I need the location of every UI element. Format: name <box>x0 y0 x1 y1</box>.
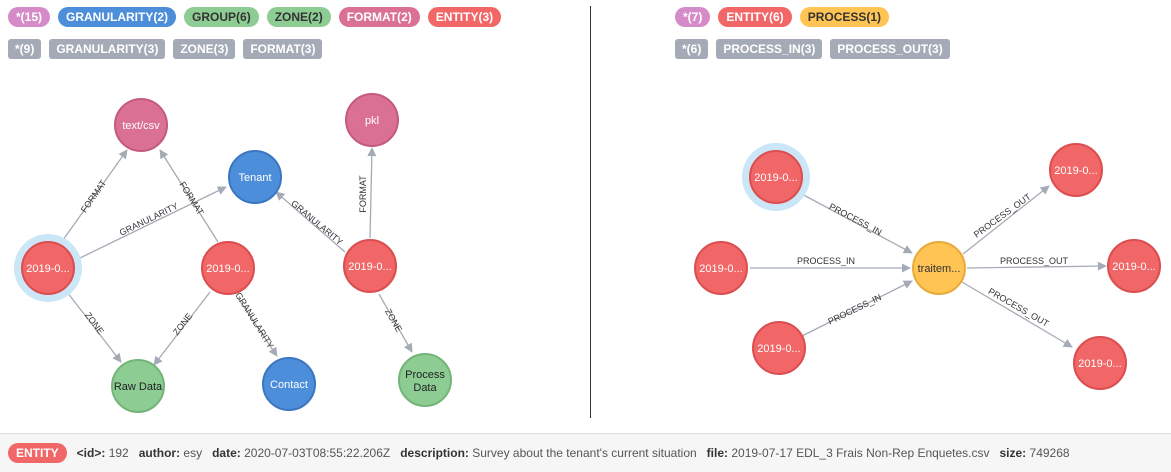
node-label-chip[interactable]: FORMAT(2) <box>338 7 420 27</box>
edge-process-in-1[interactable]: PROCESS_IN <box>797 191 913 254</box>
node-label: pkl <box>365 115 379 127</box>
right-graph-panel: *(7) ENTITY(6) PROCESS(1) *(6) PROCESS_IN(3… <box>592 0 1171 433</box>
edge-granularity-1[interactable]: GRANULARITY <box>79 186 227 259</box>
panel-divider <box>590 6 591 418</box>
node-entity-input-2[interactable]: 2019-0... <box>694 241 748 295</box>
node-label: traitem... <box>918 263 961 275</box>
node-entity-output-1[interactable]: 2019-0... <box>1049 143 1103 197</box>
edge-zone-1[interactable]: ZONE <box>66 291 122 363</box>
node-label: 2019-0... <box>1112 261 1155 273</box>
node-label: Data <box>413 382 437 394</box>
edge-process-out-1[interactable]: PROCESS_OUT <box>962 185 1050 255</box>
node-label-chip[interactable]: *(7) <box>675 7 711 27</box>
right-node-label-list: *(7) ENTITY(6) PROCESS(1) <box>675 7 890 27</box>
node-label: Process <box>405 369 445 381</box>
node-label: Tenant <box>238 172 271 184</box>
edge-label: PROCESS_IN <box>797 256 855 266</box>
property-inspector: ENTITY <id>: 192 author: esy date: 2020-… <box>0 433 1171 472</box>
property-description: description: Survey about the tenant's c… <box>400 446 697 460</box>
node-label: 2019-0... <box>348 261 391 273</box>
node-label: 2019-0... <box>1054 165 1097 177</box>
relationship-type-chip[interactable]: *(6) <box>675 39 709 59</box>
left-graph-panel: *(15) GRANULARITY(2) GROUP(6) ZONE(2) FORMAT… <box>0 0 590 433</box>
node-label-chip[interactable]: ENTITY(6) <box>718 7 792 27</box>
edge-label: ZONE <box>171 311 194 337</box>
node-entity-input-selected[interactable]: 2019-0... <box>742 143 810 211</box>
node-label: text/csv <box>122 120 160 132</box>
relationship-type-chip[interactable]: ZONE(3) <box>173 39 236 59</box>
edge-granularity-2[interactable]: GRANULARITY <box>233 291 278 357</box>
node-label: Contact <box>270 379 308 391</box>
node-format-textcsv[interactable]: text/csv <box>114 98 168 152</box>
edge-label: ZONE <box>83 310 106 336</box>
node-label: 2019-0... <box>26 263 69 275</box>
edge-label: GRANULARITY <box>233 291 275 351</box>
node-process-traitement[interactable]: traitem... <box>912 241 966 295</box>
property-date: date: 2020-07-03T08:55:22.206Z <box>212 446 391 460</box>
edge-process-in-2[interactable]: PROCESS_IN <box>750 256 911 273</box>
node-granularity-contact[interactable]: Contact <box>262 357 316 411</box>
edge-label: PROCESS_OUT <box>1000 256 1069 266</box>
node-entity-3[interactable]: 2019-0... <box>343 239 397 293</box>
node-label-chip[interactable]: ZONE(2) <box>266 7 331 27</box>
node-label: 2019-0... <box>757 343 800 355</box>
node-entity-output-3[interactable]: 2019-0... <box>1073 336 1127 390</box>
edge-format-3[interactable]: FORMAT <box>358 147 377 239</box>
node-type-badge[interactable]: ENTITY <box>8 443 67 463</box>
relationship-type-chip[interactable]: GRANULARITY(3) <box>49 39 166 59</box>
left-relationship-type-list: *(9) GRANULARITY(3) ZONE(3) FORMAT(3) <box>8 39 323 59</box>
node-group-raw-data[interactable]: Raw Data <box>111 359 165 413</box>
edge-label: ZONE <box>383 307 404 334</box>
edge-label: PROCESS_IN <box>826 292 883 326</box>
edge-process-out-3[interactable]: PROCESS_OUT <box>961 281 1073 348</box>
property-file: file: 2019-07-17 EDL_3 Frais Non-Rep Enq… <box>706 446 990 460</box>
node-label: 2019-0... <box>699 263 742 275</box>
node-label-chip[interactable]: GRANULARITY(2) <box>58 7 177 27</box>
relationship-type-chip[interactable]: *(9) <box>8 39 42 59</box>
node-granularity-tenant[interactable]: Tenant <box>228 150 282 204</box>
node-label-chip[interactable]: *(15) <box>8 7 51 27</box>
right-relationship-type-list: *(6) PROCESS_IN(3) PROCESS_OUT(3) <box>675 39 950 59</box>
edge-zone-3[interactable]: ZONE <box>378 293 413 353</box>
node-label: 2019-0... <box>1078 358 1121 370</box>
edge-label: PROCESS_OUT <box>987 286 1051 329</box>
right-graph-canvas[interactable]: PROCESS_IN PROCESS_IN PROCESS_IN PROCESS… <box>592 0 1171 433</box>
node-entity-selected[interactable]: 2019-0... <box>14 234 82 302</box>
edge-format-2[interactable]: FORMAT <box>159 149 219 243</box>
left-graph-canvas[interactable]: FORMAT GRANULARITY ZONE FORMAT ZONE GRAN… <box>0 0 590 433</box>
edge-process-in-3[interactable]: PROCESS_IN <box>801 280 913 337</box>
node-label-chip[interactable]: PROCESS(1) <box>799 7 890 27</box>
left-node-label-list: *(15) GRANULARITY(2) GROUP(6) ZONE(2) FORMAT… <box>8 7 502 27</box>
node-label-chip[interactable]: GROUP(6) <box>184 7 259 27</box>
edge-label: GRANULARITY <box>118 201 180 238</box>
node-entity-input-3[interactable]: 2019-0... <box>752 321 806 375</box>
edge-zone-2[interactable]: ZONE <box>153 291 211 366</box>
edge-label: PROCESS_IN <box>827 201 883 237</box>
edge-granularity-3[interactable]: GRANULARITY <box>275 191 346 253</box>
edge-label: PROCESS_OUT <box>972 191 1033 239</box>
relationship-type-chip[interactable]: FORMAT(3) <box>243 39 323 59</box>
edge-label: FORMAT <box>79 178 109 215</box>
edge-process-out-2[interactable]: PROCESS_OUT <box>966 256 1107 271</box>
node-label: Raw Data <box>114 381 163 393</box>
property-author: author: esy <box>138 446 203 460</box>
relationship-type-chip[interactable]: PROCESS_OUT(3) <box>830 39 950 59</box>
edge-label: FORMAT <box>358 175 368 213</box>
property-size: size: 749268 <box>999 446 1070 460</box>
node-entity-2[interactable]: 2019-0... <box>201 241 255 295</box>
node-label: 2019-0... <box>754 172 797 184</box>
node-label-chip[interactable]: ENTITY(3) <box>427 7 502 27</box>
node-group-process-data[interactable]: Process Data <box>398 353 452 407</box>
edge-label: GRANULARITY <box>289 198 344 247</box>
relationship-type-chip[interactable]: PROCESS_IN(3) <box>716 39 823 59</box>
node-format-pkl[interactable]: pkl <box>345 93 399 147</box>
edge-format-1[interactable]: FORMAT <box>62 149 128 241</box>
node-entity-output-2[interactable]: 2019-0... <box>1107 239 1161 293</box>
property-id: <id>: 192 <box>76 446 129 460</box>
node-label: 2019-0... <box>206 263 249 275</box>
